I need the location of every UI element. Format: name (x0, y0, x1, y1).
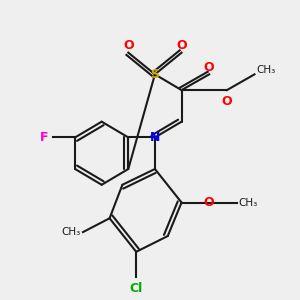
Text: S: S (150, 68, 159, 81)
Text: O: O (204, 196, 214, 209)
Text: O: O (123, 39, 134, 52)
Text: O: O (204, 61, 214, 74)
Text: F: F (40, 131, 49, 144)
Text: O: O (222, 95, 232, 108)
Text: CH₃: CH₃ (239, 197, 258, 208)
Text: Cl: Cl (130, 282, 143, 296)
Text: O: O (176, 39, 187, 52)
Text: N: N (150, 131, 160, 144)
Text: CH₃: CH₃ (62, 227, 81, 237)
Text: CH₃: CH₃ (256, 65, 276, 75)
